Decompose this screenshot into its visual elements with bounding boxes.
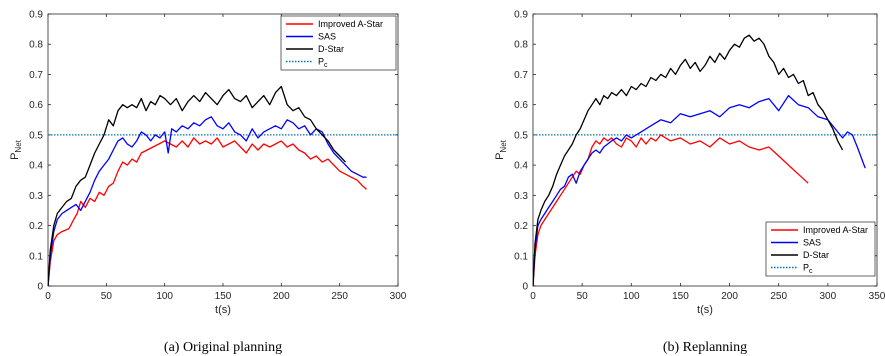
- y-tick-label: 0: [522, 282, 528, 293]
- legend-label: Pc: [318, 57, 328, 70]
- chart-panel-replanning: 0 50 100 150 200 250 300 350 0 0.1 0.2 0.3 0.4 0.5 0.6…: [494, 10, 885, 356]
- series-line-d-star: [533, 34, 844, 286]
- legend-label: D-Star: [318, 44, 344, 54]
- legend-label: Improved A-Star: [803, 225, 868, 235]
- y-tick-label: 0.6: [514, 100, 528, 111]
- series-line-improved-a-star: [48, 137, 367, 286]
- x-tick-label: 200: [721, 291, 738, 302]
- x-axis-label: t(s): [215, 304, 231, 316]
- y-tick-label: 0.8: [514, 40, 528, 51]
- x-tick-label: 300: [820, 291, 837, 302]
- figure-caption: (b) Replanning: [663, 340, 747, 355]
- series-line-improved-a-star: [533, 134, 809, 286]
- x-tick-label: 350: [869, 291, 885, 302]
- chart-panel-original-planning: 0 50 100 150 200 250 300 0 0.1 0.2 0.3 0.4 0.5 0.6 0.7…: [9, 10, 407, 356]
- y-tick-label: 0.1: [29, 251, 43, 262]
- x-tick-label: 150: [672, 291, 689, 302]
- series-line-d-star: [48, 85, 346, 286]
- x-tick-label: 150: [215, 291, 232, 302]
- x-tick-label: 250: [331, 291, 348, 302]
- y-tick-label: 0.3: [29, 191, 43, 202]
- legend: Improved A-Star SAS D-Star Pc: [765, 221, 876, 277]
- y-tick-label: 0.7: [29, 70, 43, 81]
- y-tick-label: 0.3: [514, 191, 528, 202]
- x-tick-label: 300: [390, 291, 407, 302]
- legend-label: D-Star: [803, 250, 829, 260]
- y-tick-label: 0.2: [514, 221, 528, 232]
- y-tick-label: 0.5: [514, 130, 528, 141]
- series-line-sas: [533, 94, 866, 286]
- y-tick-label: 0.6: [29, 100, 43, 111]
- x-tick-label: 50: [577, 291, 589, 302]
- figure-caption: (a) Original planning: [164, 340, 282, 355]
- legend-box: [280, 15, 397, 71]
- y-tick-label: 0.4: [514, 161, 528, 172]
- legend-label: SAS: [803, 238, 821, 248]
- y-axis-label: PNet: [494, 139, 508, 160]
- x-tick-label: 0: [530, 291, 536, 302]
- y-axis-label: PNet: [9, 139, 23, 160]
- x-tick-label: 100: [156, 291, 173, 302]
- y-tick-label: 0.7: [514, 70, 528, 81]
- x-tick-label: 50: [101, 291, 113, 302]
- x-tick-label: 250: [770, 291, 787, 302]
- legend-label: Pc: [803, 263, 813, 276]
- legend: Improved A-Star SAS D-Star Pc: [280, 15, 397, 71]
- y-tick-label: 0.9: [29, 10, 43, 21]
- y-tick-label: 0.1: [514, 251, 528, 262]
- legend-label: Improved A-Star: [318, 19, 383, 29]
- y-tick-label: 0.2: [29, 221, 43, 232]
- y-tick-label: 0.8: [29, 40, 43, 51]
- y-tick-label: 0.4: [29, 161, 43, 172]
- x-tick-label: 0: [45, 291, 51, 302]
- legend-label: SAS: [318, 32, 336, 42]
- x-axis-label: t(s): [697, 304, 713, 316]
- series-line-sas: [48, 116, 367, 286]
- x-tick-label: 200: [273, 291, 290, 302]
- x-tick-label: 100: [623, 291, 640, 302]
- y-tick-label: 0.5: [29, 130, 43, 141]
- y-tick-label: 0.9: [514, 10, 528, 21]
- y-tick-label: 0: [37, 282, 43, 293]
